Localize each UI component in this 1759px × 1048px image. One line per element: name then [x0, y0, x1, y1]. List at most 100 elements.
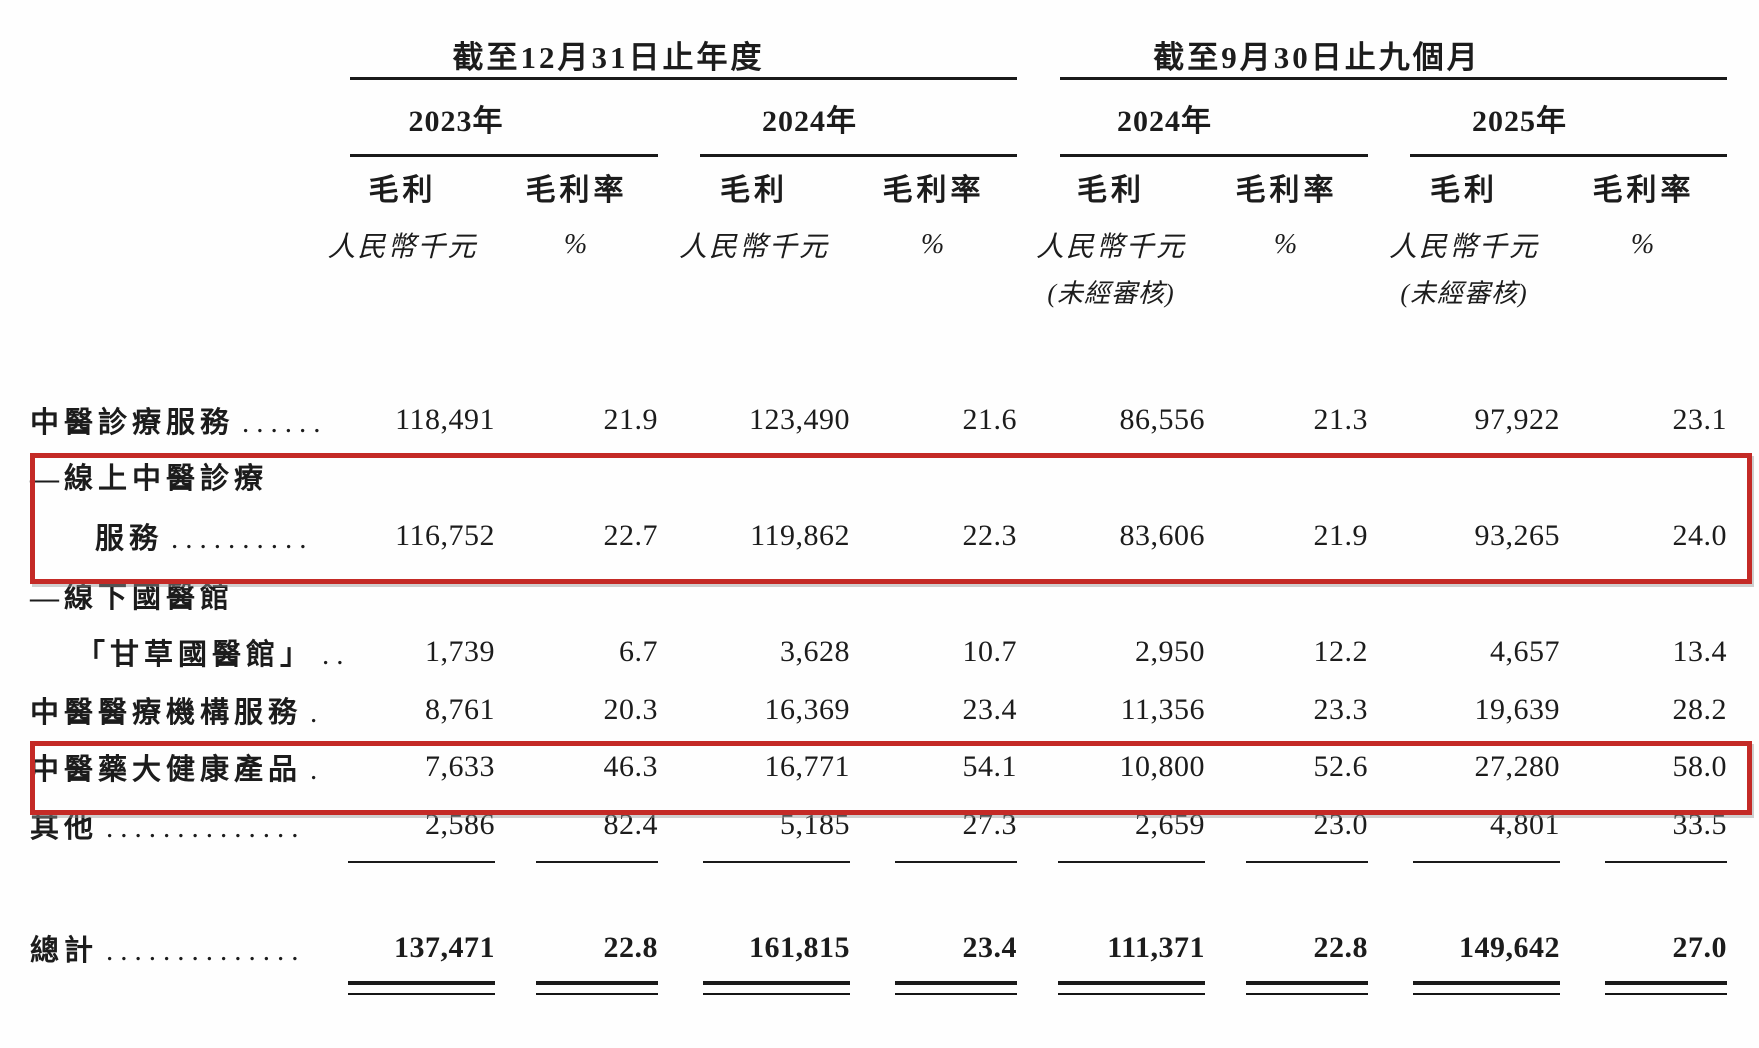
table-row: 中醫藥大健康產品. 7,633 46.3 16,771 54.1 10,800 … — [0, 737, 1759, 797]
gpm-value: 28.2 — [1672, 692, 1727, 726]
gp-value: 93,265 — [1474, 518, 1560, 552]
gpm-value: 23.3 — [1313, 692, 1368, 726]
gp-value: 83,606 — [1119, 518, 1205, 552]
spacer-cell — [0, 80, 310, 157]
gpm-value: 21.9 — [603, 402, 658, 436]
single-rule — [536, 859, 658, 863]
gpm-value: 24.0 — [1672, 518, 1727, 552]
total-gp-value: 137,471 — [394, 931, 495, 964]
gpm-value: 54.1 — [962, 750, 1017, 783]
year-rule — [350, 154, 658, 157]
spacer-cell — [0, 217, 310, 273]
gp-value: 4,801 — [1490, 808, 1560, 841]
unit-header-pct: % — [1273, 229, 1300, 260]
dot-leader: .............. — [106, 935, 306, 967]
gp-value: 11,356 — [1120, 692, 1205, 726]
table-row: 中醫醫療機構服務. 8,761 20.3 16,369 23.4 11,356 … — [0, 682, 1759, 737]
double-rule — [895, 981, 1017, 995]
spacer-cell — [0, 157, 310, 217]
gp-value: 7,633 — [425, 750, 495, 783]
gp-value: 2,950 — [1135, 635, 1205, 668]
gp-value: 10,800 — [1119, 750, 1205, 783]
spacer-cell — [1727, 157, 1759, 217]
gp-value: 116,752 — [395, 518, 495, 552]
col-header-gp: 毛利 — [720, 174, 788, 207]
group-header-annual: 截至12月31日止年度 — [310, 0, 1017, 80]
total-gp-value: 111,371 — [1107, 931, 1205, 964]
total-gp-value: 161,815 — [749, 931, 850, 964]
table-row: 「甘草國醫館」.. 1,739 6.7 3,628 10.7 2,950 12.… — [0, 622, 1759, 682]
double-rule — [1246, 981, 1368, 995]
gp-value: 119,862 — [750, 518, 850, 552]
single-rule — [703, 859, 850, 863]
single-rule — [1058, 859, 1205, 863]
total-gpm-value: 22.8 — [1313, 931, 1368, 964]
unit-header-pct: % — [1630, 229, 1657, 260]
row-label: 中醫醫療機構服務. — [30, 696, 325, 729]
year-rule — [700, 154, 1017, 157]
group-header-annual-label: 截至12月31日止年度 — [452, 40, 765, 75]
row-label: 中醫藥大健康產品. — [30, 754, 325, 786]
group-rule-nine-months — [1060, 77, 1727, 80]
double-rule — [348, 981, 495, 995]
subtotal-rule-row — [0, 853, 1759, 877]
row-label: —線下國醫館 — [30, 581, 235, 614]
spacer-cell — [1727, 273, 1759, 321]
row-label-continued: 服務.......... — [95, 522, 314, 555]
gpm-value: 20.3 — [603, 692, 658, 726]
year-header-2023: 2023年 — [310, 80, 658, 157]
total-rule-row — [0, 979, 1759, 1007]
gp-value: 1,739 — [425, 635, 495, 668]
dot-leader: .......... — [171, 522, 314, 555]
gp-value: 16,369 — [764, 692, 850, 726]
spacer-cell — [1727, 80, 1759, 157]
total-gpm-value: 27.0 — [1672, 931, 1727, 964]
gp-value: 86,556 — [1119, 402, 1205, 436]
year-header-2024: 2024年 — [658, 80, 1017, 157]
col-header-gp: 毛利 — [1430, 174, 1498, 207]
table-row: 中醫診療服務...... 118,491 21.9 123,490 21.6 8… — [0, 392, 1759, 447]
spacer-cell — [0, 273, 310, 321]
gp-value: 5,185 — [780, 808, 850, 841]
row-label-continued: 「甘草國醫館」.. — [76, 639, 351, 671]
gpm-value: 58.0 — [1672, 750, 1727, 783]
gpm-value: 21.6 — [962, 402, 1017, 436]
table-row: 其他.............. 2,586 82.4 5,185 27.3 2… — [0, 797, 1759, 853]
year-label: 2024年 — [1117, 105, 1212, 138]
gpm-value: 46.3 — [603, 750, 658, 783]
spacer-cell — [1727, 0, 1759, 80]
total-gp-value: 149,642 — [1459, 931, 1560, 964]
gpm-value: 21.3 — [1313, 402, 1368, 436]
gp-value: 97,922 — [1474, 402, 1560, 436]
gpm-value: 82.4 — [603, 808, 658, 841]
double-rule — [1413, 981, 1560, 995]
col-header-gpm: 毛利率 — [1235, 174, 1338, 207]
gpm-value: 52.6 — [1313, 750, 1368, 783]
year-label: 2025年 — [1472, 105, 1567, 138]
gpm-value: 33.5 — [1672, 808, 1727, 841]
year-rule — [1410, 154, 1727, 157]
col-header-gp: 毛利 — [368, 174, 437, 207]
row-label: 中醫診療服務...... — [30, 406, 328, 439]
single-rule — [348, 859, 495, 863]
gp-value: 16,771 — [764, 750, 850, 783]
spacer-row — [0, 877, 1759, 917]
gpm-value: 13.4 — [1672, 635, 1727, 668]
year-header-2024-9m: 2024年 — [1017, 80, 1368, 157]
single-rule — [1605, 859, 1727, 863]
single-rule — [1413, 859, 1560, 863]
gp-value: 8,761 — [425, 692, 495, 726]
double-rule — [536, 981, 658, 995]
gp-value: 19,639 — [1474, 692, 1560, 726]
col-header-gpm: 毛利率 — [525, 174, 628, 207]
gpm-value: 23.0 — [1313, 808, 1368, 841]
gp-value: 4,657 — [1490, 635, 1560, 668]
unaudited-note: (未經審核) — [1400, 279, 1528, 308]
gp-value: 27,280 — [1474, 750, 1560, 783]
dot-leader: .............. — [106, 812, 306, 844]
spacer-cell — [0, 0, 310, 80]
gp-value: 123,490 — [749, 402, 850, 436]
unit-header-pct: % — [563, 229, 590, 260]
single-rule — [895, 859, 1017, 863]
dot-leader: . — [310, 754, 325, 786]
